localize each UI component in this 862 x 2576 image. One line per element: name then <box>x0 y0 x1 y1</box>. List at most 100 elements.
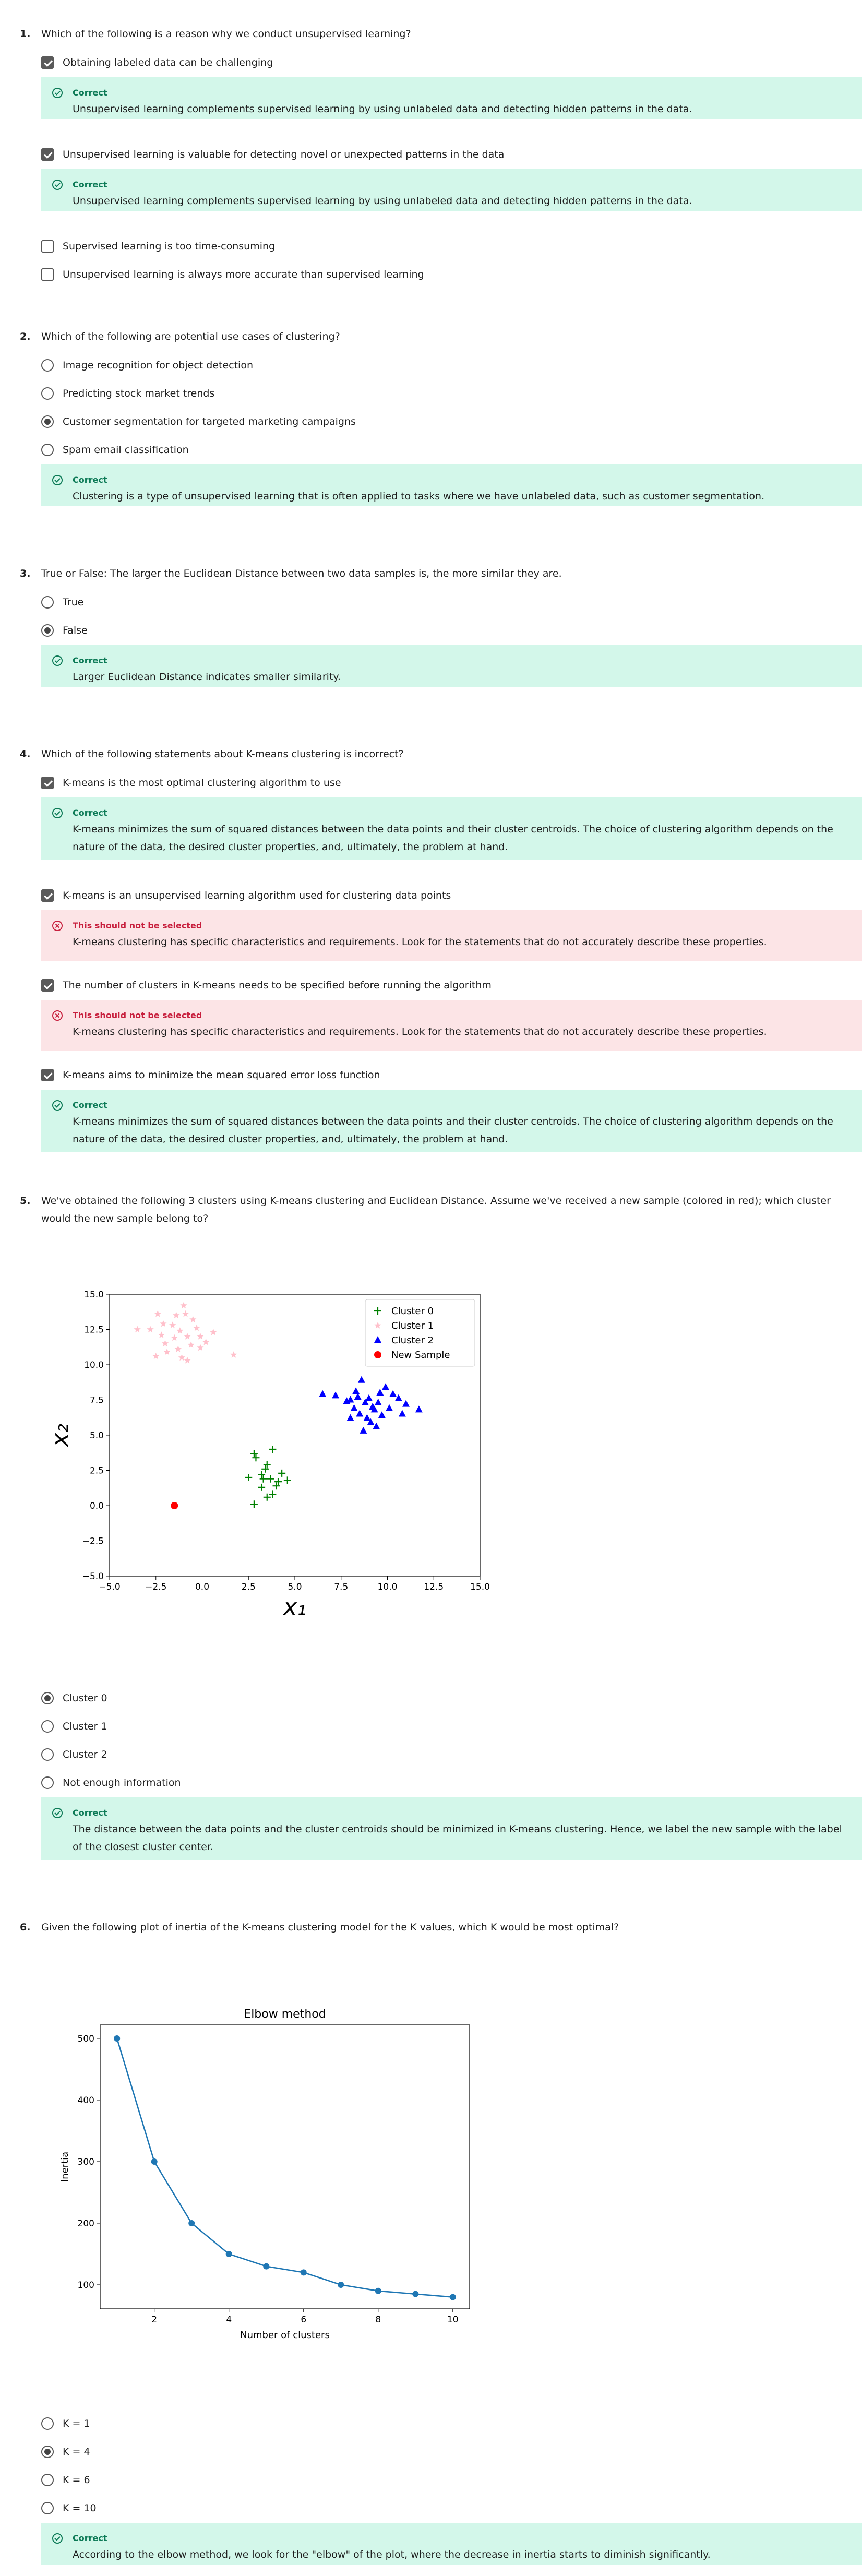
radio-option[interactable]: True <box>41 595 667 610</box>
scatter-point-cluster-2 <box>415 1405 423 1413</box>
radio-selected[interactable] <box>41 1692 54 1704</box>
checkbox-option[interactable]: The number of clusters in K-means needs … <box>41 978 667 993</box>
feedback-title: Correct <box>73 655 107 665</box>
radio-unselected[interactable] <box>41 596 54 609</box>
checkbox-unchecked[interactable] <box>41 240 54 253</box>
radio-selected[interactable] <box>41 415 54 428</box>
scatter-point-cluster-0 <box>258 1483 266 1491</box>
checkbox-option[interactable]: Unsupervised learning is valuable for de… <box>41 147 667 162</box>
scatter-point-cluster-1 <box>210 1328 217 1335</box>
radio-option[interactable]: K = 10 <box>41 2501 667 2515</box>
question-text: We've obtained the following 3 clusters … <box>41 1195 831 1224</box>
question-text: Given the following plot of inertia of t… <box>41 1922 619 1933</box>
feedback-text: K-means minimizes the sum of squared dis… <box>73 1116 833 1145</box>
radio-unselected[interactable] <box>41 444 54 456</box>
radio-option[interactable]: Image recognition for object detection <box>41 358 667 373</box>
scatter-point-cluster-1 <box>176 1327 184 1334</box>
scatter-point-cluster-0 <box>272 1482 280 1490</box>
checkbox-checked[interactable] <box>41 889 54 902</box>
feedback-text: K-means clustering has specific characte… <box>73 1026 767 1037</box>
checkbox-option[interactable]: K-means is an unsupervised learning algo… <box>41 888 667 903</box>
y-tick-label: 5.0 <box>90 1430 104 1441</box>
x-axis-label: x₁ <box>282 1594 306 1620</box>
checkbox-option[interactable]: Obtaining labeled data can be challengin… <box>41 55 667 70</box>
scatter-point-cluster-1 <box>169 1321 176 1329</box>
scatter-point-cluster-0 <box>259 1475 267 1483</box>
y-tick-label: 200 <box>78 2219 94 2229</box>
radio-unselected[interactable] <box>41 2417 54 2430</box>
radio-unselected[interactable] <box>41 1748 54 1761</box>
radio-unselected[interactable] <box>41 1776 54 1789</box>
checkbox-option[interactable]: Unsupervised learning is always more acc… <box>41 267 667 282</box>
scatter-point-cluster-1 <box>182 1310 189 1317</box>
scatter-point-cluster-1 <box>171 1334 178 1341</box>
x-tick-label: 2 <box>151 2315 157 2325</box>
radio-unselected[interactable] <box>41 2474 54 2486</box>
option-label: K = 1 <box>63 2418 90 2429</box>
scatter-point-cluster-1 <box>180 1302 187 1309</box>
radio-option[interactable]: Cluster 2 <box>41 1747 667 1762</box>
checkbox-checked[interactable] <box>41 56 54 69</box>
elbow-line-chart: Elbow method 2 4 6 8 10 100 200 300 400 500 Number … <box>59 2008 470 2341</box>
scatter-point-cluster-2 <box>394 1394 402 1401</box>
option-label: Obtaining labeled data can be challengin… <box>63 57 273 68</box>
option-label: K-means aims to minimize the mean square… <box>63 1069 380 1081</box>
y-axis-label: Inertia <box>59 2152 70 2182</box>
legend-box <box>365 1299 475 1367</box>
checkbox-option[interactable]: Supervised learning is too time-consumin… <box>41 239 667 254</box>
y-axis-label: x₂ <box>47 1424 74 1448</box>
checkbox-option[interactable]: K-means is the most optimal clustering a… <box>41 776 667 790</box>
radio-selected[interactable] <box>41 624 54 637</box>
checkbox-checked[interactable] <box>41 1069 54 1081</box>
radio-option[interactable]: K = 6 <box>41 2473 667 2487</box>
series-line <box>116 2038 453 2298</box>
x-tick-label: 15.0 <box>470 1582 490 1592</box>
radio-option[interactable]: Not enough information <box>41 1775 667 1790</box>
feedback-title: Correct <box>73 2533 107 2543</box>
radio-unselected[interactable] <box>41 359 54 372</box>
radio-option[interactable]: Cluster 0 <box>41 1691 667 1706</box>
scatter-point-cluster-1 <box>147 1326 154 1333</box>
scatter-point-cluster-0 <box>263 1461 271 1469</box>
check-circle-icon <box>52 2533 63 2544</box>
scatter-point-cluster-1 <box>174 1345 182 1352</box>
legend-marker <box>374 1336 381 1343</box>
checkbox-unchecked[interactable] <box>41 268 54 281</box>
option-label: K = 4 <box>63 2446 90 2458</box>
radio-option[interactable]: Cluster 1 <box>41 1719 667 1734</box>
scatter-point-cluster-2 <box>350 1404 358 1411</box>
scatter-point-cluster-0 <box>278 1469 286 1477</box>
checkbox-checked[interactable] <box>41 777 54 789</box>
x-circle-icon <box>52 1010 63 1021</box>
radio-option[interactable]: False <box>41 623 667 638</box>
option-label: Cluster 2 <box>63 1749 107 1760</box>
radio-unselected[interactable] <box>41 1720 54 1733</box>
legend-label: Cluster 0 <box>391 1306 434 1317</box>
legend-marker <box>374 1351 381 1358</box>
radio-selected[interactable] <box>41 2446 54 2458</box>
checkbox-option[interactable]: K-means aims to minimize the mean square… <box>41 1068 667 1082</box>
radio-option[interactable]: K = 1 <box>41 2416 667 2431</box>
radio-option[interactable]: Spam email classification <box>41 443 667 457</box>
scatter-point-cluster-0 <box>274 1478 282 1486</box>
radio-unselected[interactable] <box>41 387 54 400</box>
x-axis-label: Number of clusters <box>240 2330 330 2341</box>
option-label: False <box>63 625 88 636</box>
radio-option[interactable]: K = 4 <box>41 2444 667 2459</box>
chart-title: Elbow method <box>244 2008 326 2021</box>
radio-option[interactable]: Customer segmentation for targeted marke… <box>41 414 667 429</box>
scatter-point-cluster-0 <box>261 1465 269 1473</box>
check-circle-icon <box>52 180 63 190</box>
checkbox-checked[interactable] <box>41 148 54 161</box>
feedback-correct: Correct According to the elbow method, we… <box>41 2523 862 2565</box>
feedback-correct: Correct Unsupervised learning complements… <box>41 169 862 211</box>
y-tick-label: −2.5 <box>82 1536 104 1547</box>
scatter-point-cluster-2 <box>398 1410 406 1417</box>
y-tick-label: 7.5 <box>90 1396 104 1406</box>
radio-unselected[interactable] <box>41 2502 54 2514</box>
checkbox-checked[interactable] <box>41 979 54 992</box>
radio-option[interactable]: Predicting stock market trends <box>41 386 667 401</box>
feedback-text: Larger Euclidean Distance indicates smal… <box>73 671 341 683</box>
scatter-point-cluster-1 <box>160 1320 167 1327</box>
data-point <box>375 2287 381 2294</box>
